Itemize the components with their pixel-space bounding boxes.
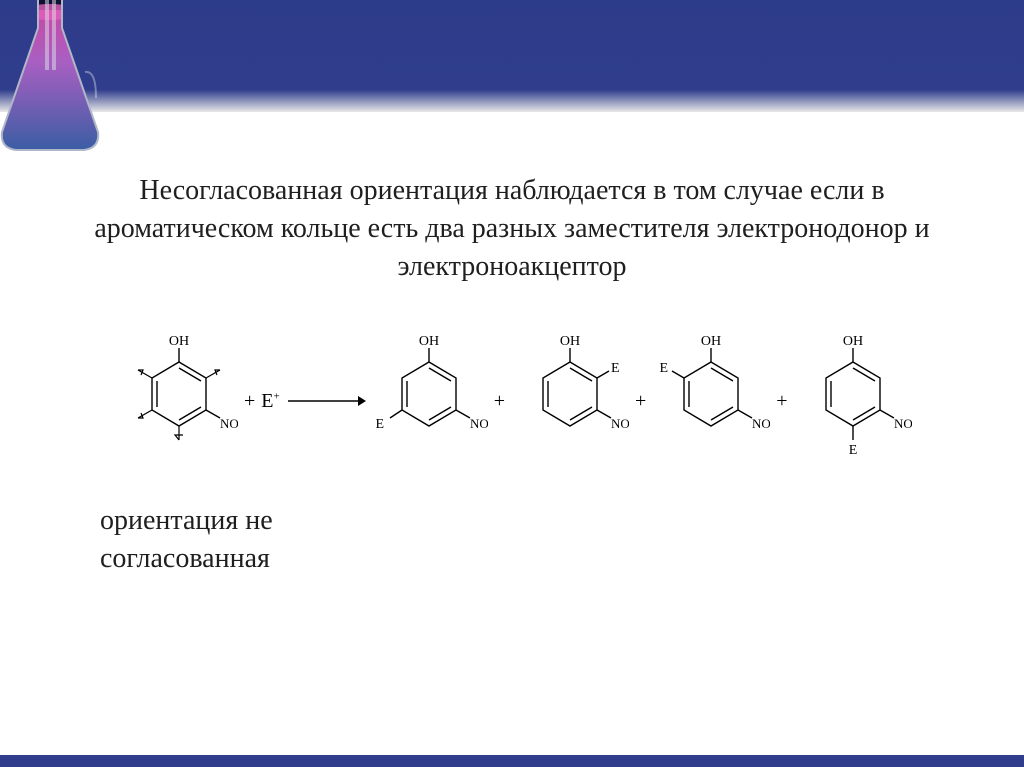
svg-text:NO2: NO2	[894, 416, 912, 434]
plus-sign: +	[238, 390, 261, 413]
molecule-product-4: OH NO2 E	[794, 332, 912, 470]
molecule-start: OH NO2	[120, 332, 238, 470]
molecule-product-1: OH NO2 E	[370, 332, 488, 470]
main-paragraph: Несогласованная ориентация наблюдается в…	[60, 172, 964, 285]
svg-text:OH: OH	[419, 334, 439, 349]
footer-bar	[0, 755, 1024, 767]
reaction-scheme: OH NO2 + E+ OH NO2 E +	[120, 326, 924, 476]
plus-sign: +	[770, 390, 793, 413]
svg-text:E: E	[660, 361, 669, 376]
svg-text:E: E	[848, 443, 857, 458]
svg-text:NO2: NO2	[611, 416, 629, 434]
svg-text:E: E	[611, 361, 620, 376]
svg-text:E: E	[375, 417, 384, 432]
svg-text:OH: OH	[169, 334, 189, 349]
flask-image	[0, 0, 100, 156]
svg-text:OH: OH	[701, 334, 721, 349]
svg-text:NO2: NO2	[752, 416, 770, 434]
electrophile-label: E+	[261, 390, 281, 413]
svg-text:OH: OH	[842, 334, 862, 349]
header-band	[0, 0, 1024, 112]
molecule-product-3: OH NO2 E	[652, 332, 770, 470]
molecule-product-2: OH NO2 E	[511, 332, 629, 470]
svg-text:NO2: NO2	[220, 416, 238, 434]
plus-sign: +	[488, 390, 511, 413]
plus-sign: +	[629, 390, 652, 413]
svg-text:NO2: NO2	[470, 416, 488, 434]
caption-text: ориентация не согласованная	[100, 502, 273, 578]
reaction-arrow	[286, 391, 366, 411]
svg-text:OH: OH	[560, 334, 580, 349]
